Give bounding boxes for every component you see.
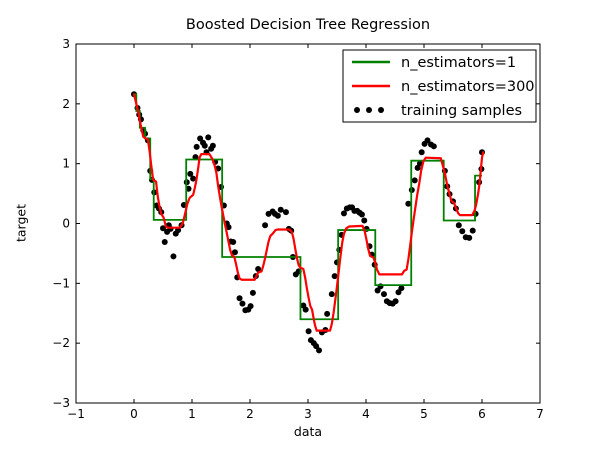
scatter-point <box>398 285 405 292</box>
x-tick-label: 6 <box>478 407 486 421</box>
y-tick-label: −2 <box>52 336 70 350</box>
scatter-point <box>395 289 402 296</box>
scatter-point <box>190 175 197 182</box>
scatter-point <box>411 177 418 184</box>
scatter-point <box>459 228 466 235</box>
x-tick-label: −1 <box>67 407 85 421</box>
x-tick-label: 4 <box>362 407 370 421</box>
y-tick-label: −1 <box>52 276 70 290</box>
legend-label: n_estimators=300 <box>401 79 535 95</box>
y-tick-label: 0 <box>62 217 70 231</box>
scatter-point <box>405 200 412 207</box>
scatter-point <box>328 291 335 298</box>
scatter-point <box>374 287 381 294</box>
scatter-point <box>187 170 194 177</box>
x-axis-label: data <box>293 424 323 439</box>
scatter-point <box>170 253 177 260</box>
scatter-point <box>274 212 281 219</box>
scatter-point <box>193 143 200 150</box>
scatter-point <box>377 283 384 290</box>
y-axis-label: target <box>13 204 29 243</box>
x-tick-label: 3 <box>304 407 312 421</box>
scatter-point <box>205 134 212 141</box>
x-tick-label: 1 <box>188 407 196 421</box>
legend-sample-dot <box>366 107 372 113</box>
scatter-point <box>255 265 262 272</box>
scatter-point <box>331 273 338 280</box>
scatter-point <box>430 143 437 150</box>
scatter-point <box>392 298 399 305</box>
scatter-point <box>197 135 204 142</box>
scatter-point <box>313 343 320 350</box>
scatter-point <box>418 149 425 156</box>
scatter-point <box>424 137 431 144</box>
x-tick-label: 0 <box>130 407 138 421</box>
scatter-point <box>239 300 246 307</box>
scatter-point <box>262 222 269 229</box>
scatter-point <box>249 289 256 296</box>
chart-title: Boosted Decision Tree Regression <box>185 17 431 33</box>
scatter-point <box>361 217 368 224</box>
legend-sample-dot <box>378 107 384 113</box>
scatter-point <box>282 209 289 216</box>
scatter-point <box>305 328 312 335</box>
scatter-point <box>231 249 238 256</box>
legend-label: n_estimators=1 <box>401 55 516 71</box>
scatter-point <box>201 142 208 149</box>
scatter-point <box>236 295 243 302</box>
scatter-point <box>247 303 254 310</box>
scatter-point <box>380 291 387 298</box>
scatter-point <box>455 222 462 229</box>
scatter-point <box>302 306 309 313</box>
scatter-point <box>161 239 168 246</box>
scatter-point <box>316 347 323 354</box>
scatter-point <box>466 234 473 241</box>
y-tick-label: −3 <box>52 396 70 410</box>
legend-label: training samples <box>401 103 522 119</box>
scatter-point <box>225 224 232 231</box>
y-tick-label: 3 <box>62 37 70 51</box>
scatter-point <box>324 310 331 317</box>
scatter-point <box>358 211 365 218</box>
y-tick-label: 2 <box>62 97 70 111</box>
y-tick-label: 1 <box>62 157 70 171</box>
scatter-point <box>277 206 284 213</box>
x-tick-label: 5 <box>420 407 428 421</box>
scatter-point <box>160 225 166 232</box>
x-tick-label: 2 <box>246 407 254 421</box>
legend-sample-dot <box>354 107 360 113</box>
scatter-point <box>230 239 237 246</box>
scatter-point <box>469 227 476 234</box>
scatter-point <box>340 210 347 217</box>
boosted-line <box>132 93 485 332</box>
x-tick-label: 7 <box>536 407 544 421</box>
scatter-point <box>209 142 216 149</box>
